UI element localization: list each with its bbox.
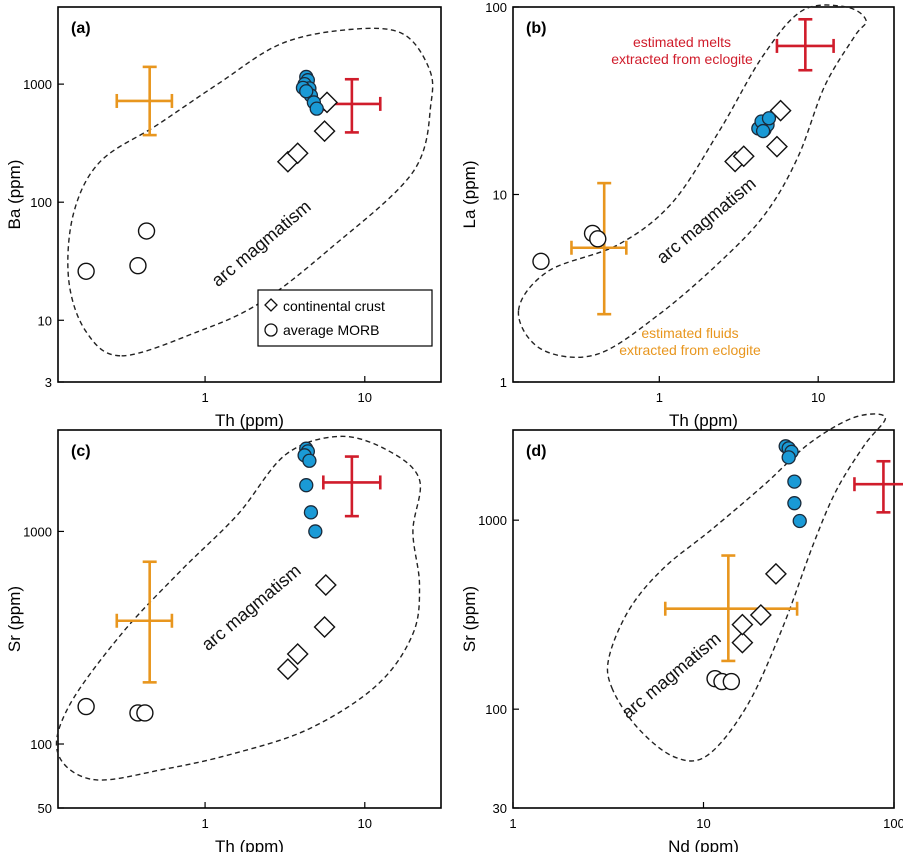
x-axis-label: Th (ppm)	[215, 837, 284, 852]
average-morb-point	[77, 262, 95, 280]
legend-diamond-icon	[264, 298, 278, 312]
average-morb-point	[589, 230, 607, 248]
arc-magmatism-field	[606, 413, 887, 762]
legend-average-morb: average MORB	[283, 322, 379, 338]
fluid-error-cross	[115, 560, 174, 684]
x-tick-label: 1	[201, 390, 208, 405]
average-morb-point	[136, 704, 154, 722]
panel-label: (a)	[71, 20, 91, 37]
continental-crust-point	[765, 135, 788, 158]
y-axis-label: Ba (ppm)	[5, 160, 24, 230]
field-label: arc magmatism	[198, 560, 305, 654]
continental-crust-point	[286, 142, 309, 165]
sample-point	[308, 524, 323, 539]
melts-annotation: extracted from eclogite	[611, 51, 753, 67]
continental-crust-point	[732, 145, 755, 168]
average-morb-point	[129, 256, 147, 275]
x-tick-label: 1	[509, 816, 516, 831]
sample-point	[303, 505, 319, 520]
arc-magmatism-field	[55, 435, 422, 781]
field-label: arc magmatism	[653, 173, 760, 267]
plot-frame	[512, 429, 895, 809]
y-tick-label: 3	[45, 375, 52, 390]
sample-point	[755, 123, 771, 139]
y-tick-label: 30	[493, 801, 507, 816]
x-axis-label: Th (ppm)	[215, 411, 284, 430]
sample-point	[781, 450, 796, 465]
continental-crust-point	[769, 99, 792, 122]
y-tick-label: 100	[485, 0, 507, 15]
melt-error-cross	[775, 17, 835, 72]
continental-crust-point	[731, 631, 754, 654]
fluids-annotation: extracted from eclogite	[619, 342, 761, 358]
sample-point	[792, 513, 807, 529]
continental-crust-point	[749, 604, 772, 626]
panel-a: arc magmatism (a) 1 10 3 10 100 1000 Th (ppm) Ba …	[5, 6, 442, 430]
continental-crust-point	[313, 616, 336, 639]
average-morb-point	[137, 222, 156, 240]
melt-error-cross	[853, 459, 903, 514]
arc-magmatism-field	[517, 4, 867, 359]
panel-label: (d)	[526, 443, 546, 460]
x-axis-label: Th (ppm)	[669, 411, 738, 430]
continental-crust-point	[314, 573, 337, 596]
y-tick-label: 100	[485, 702, 507, 717]
y-tick-label: 100	[30, 195, 52, 210]
y-tick-label: 10	[493, 188, 507, 203]
arc-magmatism-field	[67, 27, 434, 357]
legend: continental crust average MORB	[257, 289, 433, 347]
average-morb-point	[77, 697, 95, 716]
field-label: arc magmatism	[208, 196, 315, 290]
y-tick-label: 50	[38, 801, 52, 816]
y-tick-label: 1	[500, 375, 507, 390]
y-axis-label: Sr (ppm)	[5, 586, 24, 652]
sample-point	[299, 84, 314, 99]
legend-continental-crust: continental crust	[283, 298, 385, 314]
y-tick-label: 100	[30, 737, 52, 752]
x-tick-label: 10	[358, 816, 372, 831]
panel-b: arc magmatism (b) 1 10 1 10 100 Th (ppm) La (ppm…	[460, 0, 895, 430]
fluid-error-cross	[115, 65, 174, 137]
melt-error-cross	[322, 455, 382, 518]
fluid-error-cross	[663, 554, 799, 663]
sample-point	[761, 111, 777, 126]
y-axis-label: La (ppm)	[460, 160, 479, 228]
continental-crust-point	[313, 120, 336, 143]
y-tick-label: 10	[38, 313, 52, 328]
fluid-error-cross	[570, 181, 628, 316]
x-tick-label: 10	[811, 390, 825, 405]
x-tick-label: 1	[201, 816, 208, 831]
plot-frame	[57, 6, 442, 383]
y-tick-label: 1000	[23, 77, 52, 92]
y-axis-label: Sr (ppm)	[460, 586, 479, 652]
fluids-annotation: estimated fluids	[641, 325, 738, 341]
average-morb-point	[532, 252, 550, 271]
x-tick-label: 1	[656, 390, 663, 405]
continental-crust-point	[276, 658, 299, 681]
sample-point	[309, 101, 324, 116]
panel-label: (b)	[526, 20, 546, 37]
sample-point	[787, 496, 802, 511]
panel-c: arc magmatism (c) 1 10 50 100 1000 Th (ppm) Sr (…	[5, 429, 442, 852]
continental-crust-point	[731, 613, 754, 636]
y-tick-label: 1000	[478, 513, 507, 528]
sample-point	[302, 453, 317, 468]
y-tick-label: 1000	[23, 524, 52, 539]
x-axis-label: Nd (ppm)	[668, 837, 739, 852]
panel-label: (c)	[71, 443, 91, 460]
plot-frame	[57, 429, 442, 809]
x-tick-label: 100	[883, 816, 903, 831]
continental-crust-point	[286, 643, 309, 666]
sample-point	[787, 474, 802, 489]
average-morb-point	[722, 672, 741, 691]
continental-crust-point	[764, 562, 787, 585]
melts-annotation: estimated melts	[633, 34, 731, 50]
legend-circle-icon	[264, 323, 278, 337]
x-tick-label: 10	[696, 816, 710, 831]
sample-point	[299, 478, 314, 493]
x-tick-label: 10	[358, 390, 372, 405]
